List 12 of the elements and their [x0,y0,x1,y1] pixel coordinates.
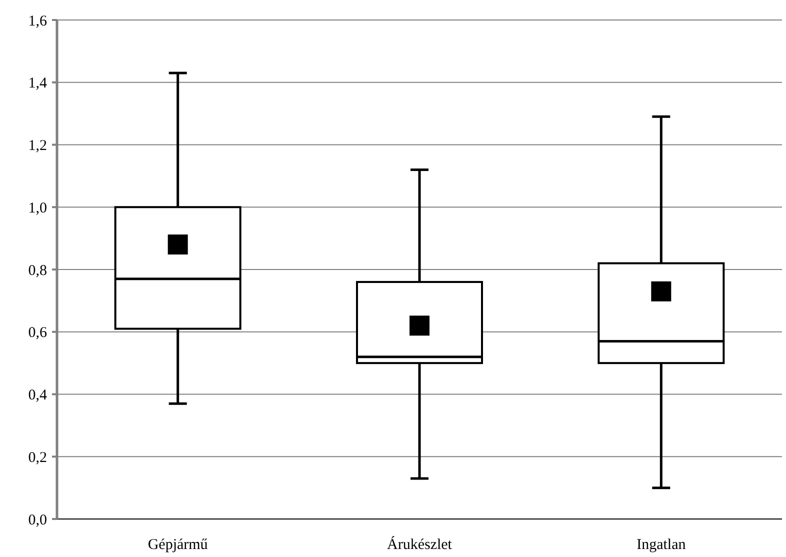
y-tick-label: 1,0 [28,200,47,216]
x-tick-label: Árukészlet [387,536,453,553]
y-tick-label: 0,8 [28,262,47,279]
x-tick-label: Ingatlan [636,537,686,553]
y-tick-label: 0,6 [28,325,48,342]
y-tick-label: 1,6 [28,13,48,30]
y-tick-label: 1,4 [28,76,48,92]
y-tick-label: 0,0 [28,512,47,528]
x-tick-label: Gépjármű [148,537,208,553]
y-tick-label: 0,2 [28,450,47,466]
y-tick-label: 1,2 [28,138,47,154]
y-tick-label: 0,4 [28,388,48,404]
